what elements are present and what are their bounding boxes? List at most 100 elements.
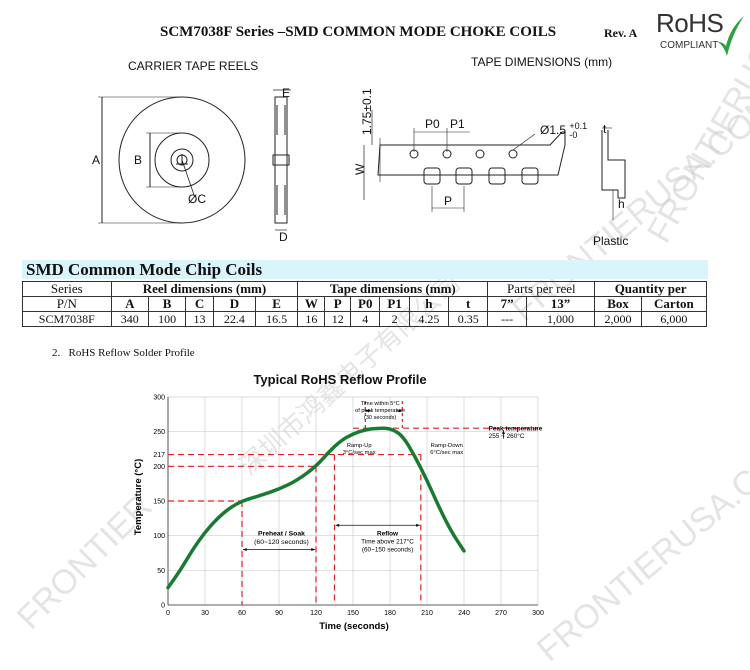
subheader-cell: P1 (379, 296, 410, 312)
tape-label-w: W (353, 163, 367, 175)
y-tick-label: 250 (153, 429, 165, 436)
table-cell: 2 (379, 311, 410, 327)
table-cell: 12 (324, 311, 352, 327)
subheader-cell: B (147, 296, 187, 312)
subheader-cell: P0 (350, 296, 381, 312)
header-tape: Tape dimensions (mm) (297, 281, 489, 297)
table-cell: 2,000 (594, 311, 642, 327)
section-title: 2. RoHS Reflow Solder Profile (52, 347, 195, 359)
x-tick-label: 120 (310, 610, 322, 617)
subheader-cell: A (110, 296, 149, 312)
subheader-cell: Box (594, 296, 642, 312)
reel-label-c: ØC (188, 192, 206, 206)
table-cell: 1,000 (525, 311, 596, 327)
reel-drawing (98, 89, 291, 231)
x-tick-label: 210 (421, 610, 433, 617)
table-cell: 4.25 (408, 311, 450, 327)
table-cell: 6,000 (640, 311, 708, 327)
tape-label-hole: Ø1.5 +0.1 -0 (540, 122, 587, 140)
table-cell: 4 (350, 311, 381, 327)
tape-drawing (363, 110, 626, 220)
profile-line (166, 426, 466, 590)
subheader-cell: 7” (487, 296, 527, 312)
rohs-logo: RoHS COMPLIANT (656, 8, 746, 58)
watermark: FRONTIERUSA.COM (530, 426, 750, 670)
chart-title: Typical RoHS Reflow Profile (253, 372, 427, 387)
reflow-arrow-left-head (335, 523, 340, 527)
table-row: SCM7038F 340 100 13 22.4 16.5 16 12 4 2 … (22, 311, 708, 327)
tape-label-hole-minus: -0 (569, 130, 578, 140)
tape-label-height: 1.75±0.1 (360, 88, 374, 135)
table-cell: SCM7038F (22, 311, 112, 327)
table-cell: 100 (147, 311, 187, 327)
peak-arrow-head (501, 430, 506, 434)
table-header-row: Series Reel dimensions (mm) Tape dimensi… (22, 281, 707, 297)
checkmark-icon (718, 16, 744, 56)
rohs-logo-sub: COMPLIANT (660, 40, 719, 51)
preheat-arrow-right-head (311, 547, 315, 552)
x-tick-label: 270 (495, 610, 507, 617)
tape-label-p1: P1 (450, 117, 465, 131)
header-parts: Parts per reel (487, 281, 596, 297)
reflow-chart: Time within 5°Cof peak temperature(30 se… (133, 395, 544, 633)
annotation-peak: 255 ~ 260°C (489, 432, 525, 440)
subheader-cell: P (324, 296, 352, 312)
table-cell: 16.5 (254, 311, 299, 327)
document-title: SCM7038F Series –SMD COMMON MODE CHOKE C… (160, 24, 557, 40)
annotation-ramp-down: 6°C/sec max (430, 450, 463, 456)
y-tick-label: 100 (153, 533, 165, 540)
subheader-cell: 13” (525, 296, 596, 312)
header-series: Series (22, 281, 112, 297)
subheader-cell: C (185, 296, 214, 312)
table-cell: 0.35 (448, 311, 489, 327)
subheader-cell: t (448, 296, 489, 312)
annotation-time-within: Time within 5°C (361, 401, 400, 407)
header-qty: Quantity per (594, 281, 707, 297)
subheader-cell: W (297, 296, 326, 312)
y-tick-label: 300 (153, 395, 165, 402)
window-arrow-left-head (365, 409, 370, 413)
x-tick-label: 300 (532, 610, 544, 617)
y-axis-label: Temperature (°C) (133, 459, 144, 535)
annotation-preheat: (60~120 seconds) (254, 539, 309, 546)
tape-label-hole-value: Ø1.5 (540, 123, 567, 138)
annotation-preheat: Preheat / Soak (258, 531, 305, 538)
table-cell: 13 (185, 311, 214, 327)
tape-label-plastic: Plastic (593, 234, 629, 248)
reel-label-b: B (134, 153, 143, 167)
annotation-reflow: (60~150 seconds) (362, 546, 413, 553)
reel-label-d: D (279, 230, 288, 244)
carrier-tape-reels-heading: CARRIER TAPE REELS (128, 59, 259, 73)
tape-label-t: t (603, 122, 607, 136)
y-tick-label: 0 (161, 603, 165, 610)
x-tick-label: 0 (166, 610, 170, 617)
annotation-ramp-up: 3°C/sec max (343, 450, 376, 456)
tape-label-h: h (618, 197, 625, 211)
table-cell: --- (487, 311, 527, 327)
annotation-time-within: (30 seconds) (364, 415, 396, 421)
tape-label-hole-plus: +0.1 (569, 121, 588, 131)
subheader-cell: E (254, 296, 299, 312)
subheader-cell: P/N (22, 296, 112, 312)
tape-dimensions-heading: TAPE DIMENSIONS (mm) (471, 55, 613, 69)
x-tick-label: 90 (275, 610, 283, 617)
annotation-peak: Peak temperature (489, 425, 543, 432)
tape-label-p0: P0 (425, 117, 440, 131)
reel-label-e: E (282, 86, 291, 100)
revision-label: Rev. A (604, 26, 638, 40)
annotation-reflow: Time above 217°C (361, 538, 414, 546)
header-reel: Reel dimensions (mm) (110, 281, 299, 297)
annotation-ramp-up: Ramp-Up (347, 443, 372, 449)
x-tick-label: 30 (201, 610, 209, 617)
y-tick-label: 50 (157, 568, 165, 575)
table-banner-title: SMD Common Mode Chip Coils (26, 260, 263, 279)
annotation-ramp-down: Ramp-Down (431, 443, 463, 449)
y-tick-label: 150 (153, 499, 165, 506)
x-tick-label: 240 (458, 610, 470, 617)
annotation-time-within: of peak temperature (355, 408, 405, 414)
x-axis-label: Time (seconds) (319, 621, 389, 632)
table-cell: 340 (110, 311, 149, 327)
table-cell: 16 (297, 311, 326, 327)
subheader-cell: D (212, 296, 256, 312)
reel-label-a: A (92, 153, 101, 167)
